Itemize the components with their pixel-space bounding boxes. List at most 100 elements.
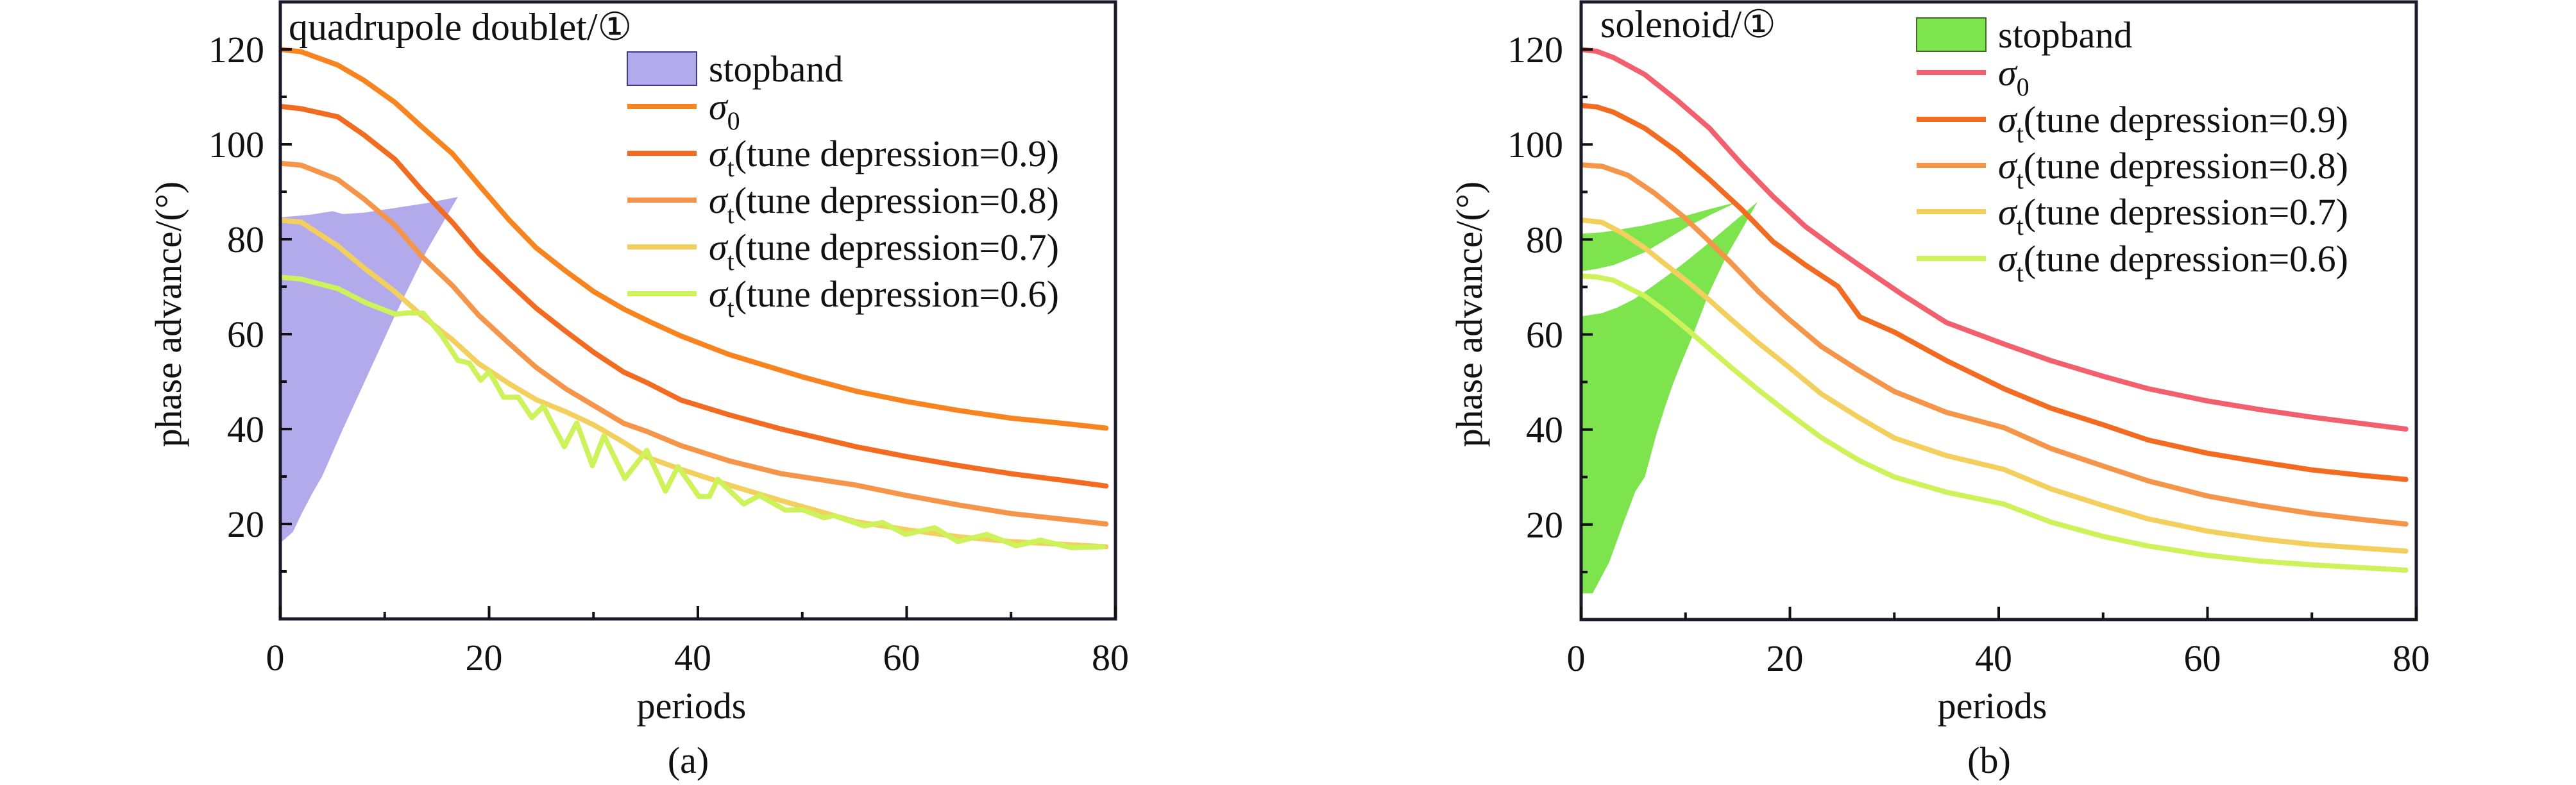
- x-tick-label: 0: [1567, 637, 1586, 679]
- y-axis-label: phase advance/(°): [148, 181, 189, 447]
- series-line-sigma0: [1581, 47, 2409, 432]
- series-line-t06: [280, 274, 1106, 550]
- y-tick-label: 120: [1507, 29, 1563, 71]
- legend-item-stopband: stopband: [1916, 14, 2132, 56]
- tick-labels: 0 20 40 60 80 20 40 60 80 100 120: [208, 29, 1129, 679]
- legend-label: stopband: [709, 48, 843, 90]
- x-tick-label: 60: [2184, 637, 2221, 679]
- x-tick-label: 40: [674, 637, 711, 679]
- y-tick-label: 40: [1526, 409, 1563, 451]
- legend-text: (tune depression=0.7): [2024, 191, 2348, 233]
- series-line-t08: [1581, 162, 2409, 527]
- legend-subscript: t: [2017, 212, 2024, 241]
- legend-item-sigma0: σ0: [627, 86, 740, 135]
- legend-subscript: 0: [727, 106, 740, 135]
- legend-symbol: σ: [709, 86, 729, 128]
- panel-b: 0 20 40 60 80 20 40 60 80 100 120 solenoid/① perio…: [1448, 0, 2430, 781]
- x-tick-label: 40: [1975, 637, 2012, 679]
- legend-subscript: t: [727, 200, 734, 229]
- x-tick-label: 80: [2393, 637, 2430, 679]
- stopband-upper-area: [1581, 201, 1738, 271]
- tick-labels: 0 20 40 60 80 20 40 60 80 100 120: [1507, 29, 2430, 679]
- series-line-sigma0: [280, 47, 1109, 431]
- y-tick-label: 20: [227, 503, 264, 545]
- legend-label: σt(tune depression=0.6): [709, 273, 1059, 323]
- legend-label: σ0: [709, 86, 740, 135]
- x-axis-label: periods: [637, 685, 747, 727]
- legend-subscript: t: [727, 153, 734, 182]
- legend-label: σt(tune depression=0.8): [709, 180, 1059, 229]
- stopband-lower-area: [1581, 201, 1758, 594]
- y-tick-label: 60: [1526, 314, 1563, 356]
- legend-symbol: σ: [709, 180, 729, 221]
- legend-subscript: t: [2017, 258, 2024, 287]
- legend-text: (tune depression=0.8): [2024, 145, 2348, 187]
- legend-item-t08: σt(tune depression=0.8): [1917, 145, 2348, 194]
- stopband-layer: [280, 197, 458, 543]
- series-line-t09: [1581, 103, 2409, 482]
- legend-label: σt(tune depression=0.9): [1998, 99, 2348, 148]
- series-line-t06: [1581, 273, 2409, 573]
- legend-item-t08: σt(tune depression=0.8): [627, 180, 1059, 229]
- legend-label: σt(tune depression=0.8): [1998, 145, 2348, 194]
- x-tick-label: 20: [466, 637, 503, 679]
- legend-text: (tune depression=0.9): [734, 133, 1059, 174]
- legend-swatch-stopband: [1916, 17, 1987, 52]
- legend-label: σt(tune depression=0.7): [709, 226, 1059, 276]
- legend-subscript: t: [727, 294, 734, 323]
- chart-title: solenoid/①: [1600, 3, 1776, 46]
- legend-label: σt(tune depression=0.9): [709, 133, 1059, 182]
- axes-layer: [278, 0, 1117, 621]
- chart-title: quadrupole doublet/①: [289, 6, 632, 48]
- legend-symbol: σ: [1998, 191, 2018, 233]
- y-tick-label: 100: [208, 124, 264, 165]
- legend-label: σt(tune depression=0.6): [1998, 238, 2348, 287]
- plot-frame: [1579, 0, 2418, 621]
- series-line-t09: [280, 103, 1109, 489]
- legend-label: σt(tune depression=0.7): [1998, 191, 2348, 241]
- y-tick-label: 80: [1526, 219, 1563, 260]
- legend-label: σ0: [1998, 52, 2029, 101]
- panel-label: (a): [668, 739, 709, 781]
- legend-item-t06: σt(tune depression=0.6): [1917, 238, 2348, 287]
- legend-text: (tune depression=0.7): [734, 226, 1059, 268]
- legend-item-stopband: stopband: [627, 48, 843, 90]
- y-tick-label: 40: [227, 409, 264, 450]
- y-tick-label: 120: [208, 29, 264, 71]
- legend-symbol: σ: [1998, 99, 2018, 140]
- x-tick-label: 60: [883, 637, 920, 679]
- panel-label: (b): [1967, 739, 2011, 781]
- stopband-layer: [1581, 201, 1758, 594]
- legend-item-t07: σt(tune depression=0.7): [627, 226, 1059, 276]
- panel-a: 0 20 40 60 80 20 40 60 80 100 120 quadrupole doubl…: [148, 0, 1129, 781]
- legend-subscript: t: [2017, 119, 2024, 148]
- y-tick-label: 60: [227, 314, 264, 355]
- legend-symbol: σ: [1998, 52, 2018, 94]
- y-tick-label: 100: [1507, 124, 1563, 165]
- legend-text: (tune depression=0.9): [2024, 99, 2348, 140]
- x-tick-label: 80: [1092, 637, 1129, 679]
- y-axis-label: phase advance/(°): [1448, 181, 1490, 447]
- y-tick-label: 80: [227, 219, 264, 260]
- legend-item-t09: σt(tune depression=0.9): [627, 133, 1059, 182]
- legend-swatch-stopband: [627, 51, 697, 86]
- legend-item-t06: σt(tune depression=0.6): [627, 273, 1059, 323]
- legend-item-t09: σt(tune depression=0.9): [1917, 99, 2348, 148]
- legend-symbol: σ: [709, 133, 729, 174]
- legend-subscript: t: [727, 247, 734, 276]
- legend-text: (tune depression=0.6): [2024, 238, 2348, 280]
- legend-item-t07: σt(tune depression=0.7): [1917, 191, 2348, 241]
- legend-subscript: t: [2017, 165, 2024, 194]
- series-layer: [280, 47, 1109, 550]
- legend-symbol: σ: [709, 273, 729, 315]
- legend-symbol: σ: [1998, 238, 2018, 280]
- legend-subscript: 0: [2017, 72, 2029, 101]
- legend-text: (tune depression=0.6): [734, 273, 1059, 315]
- x-tick-label: 0: [266, 637, 285, 679]
- stopband-area: [280, 197, 458, 543]
- legend-symbol: σ: [1998, 145, 2018, 187]
- x-tick-label: 20: [1767, 637, 1804, 679]
